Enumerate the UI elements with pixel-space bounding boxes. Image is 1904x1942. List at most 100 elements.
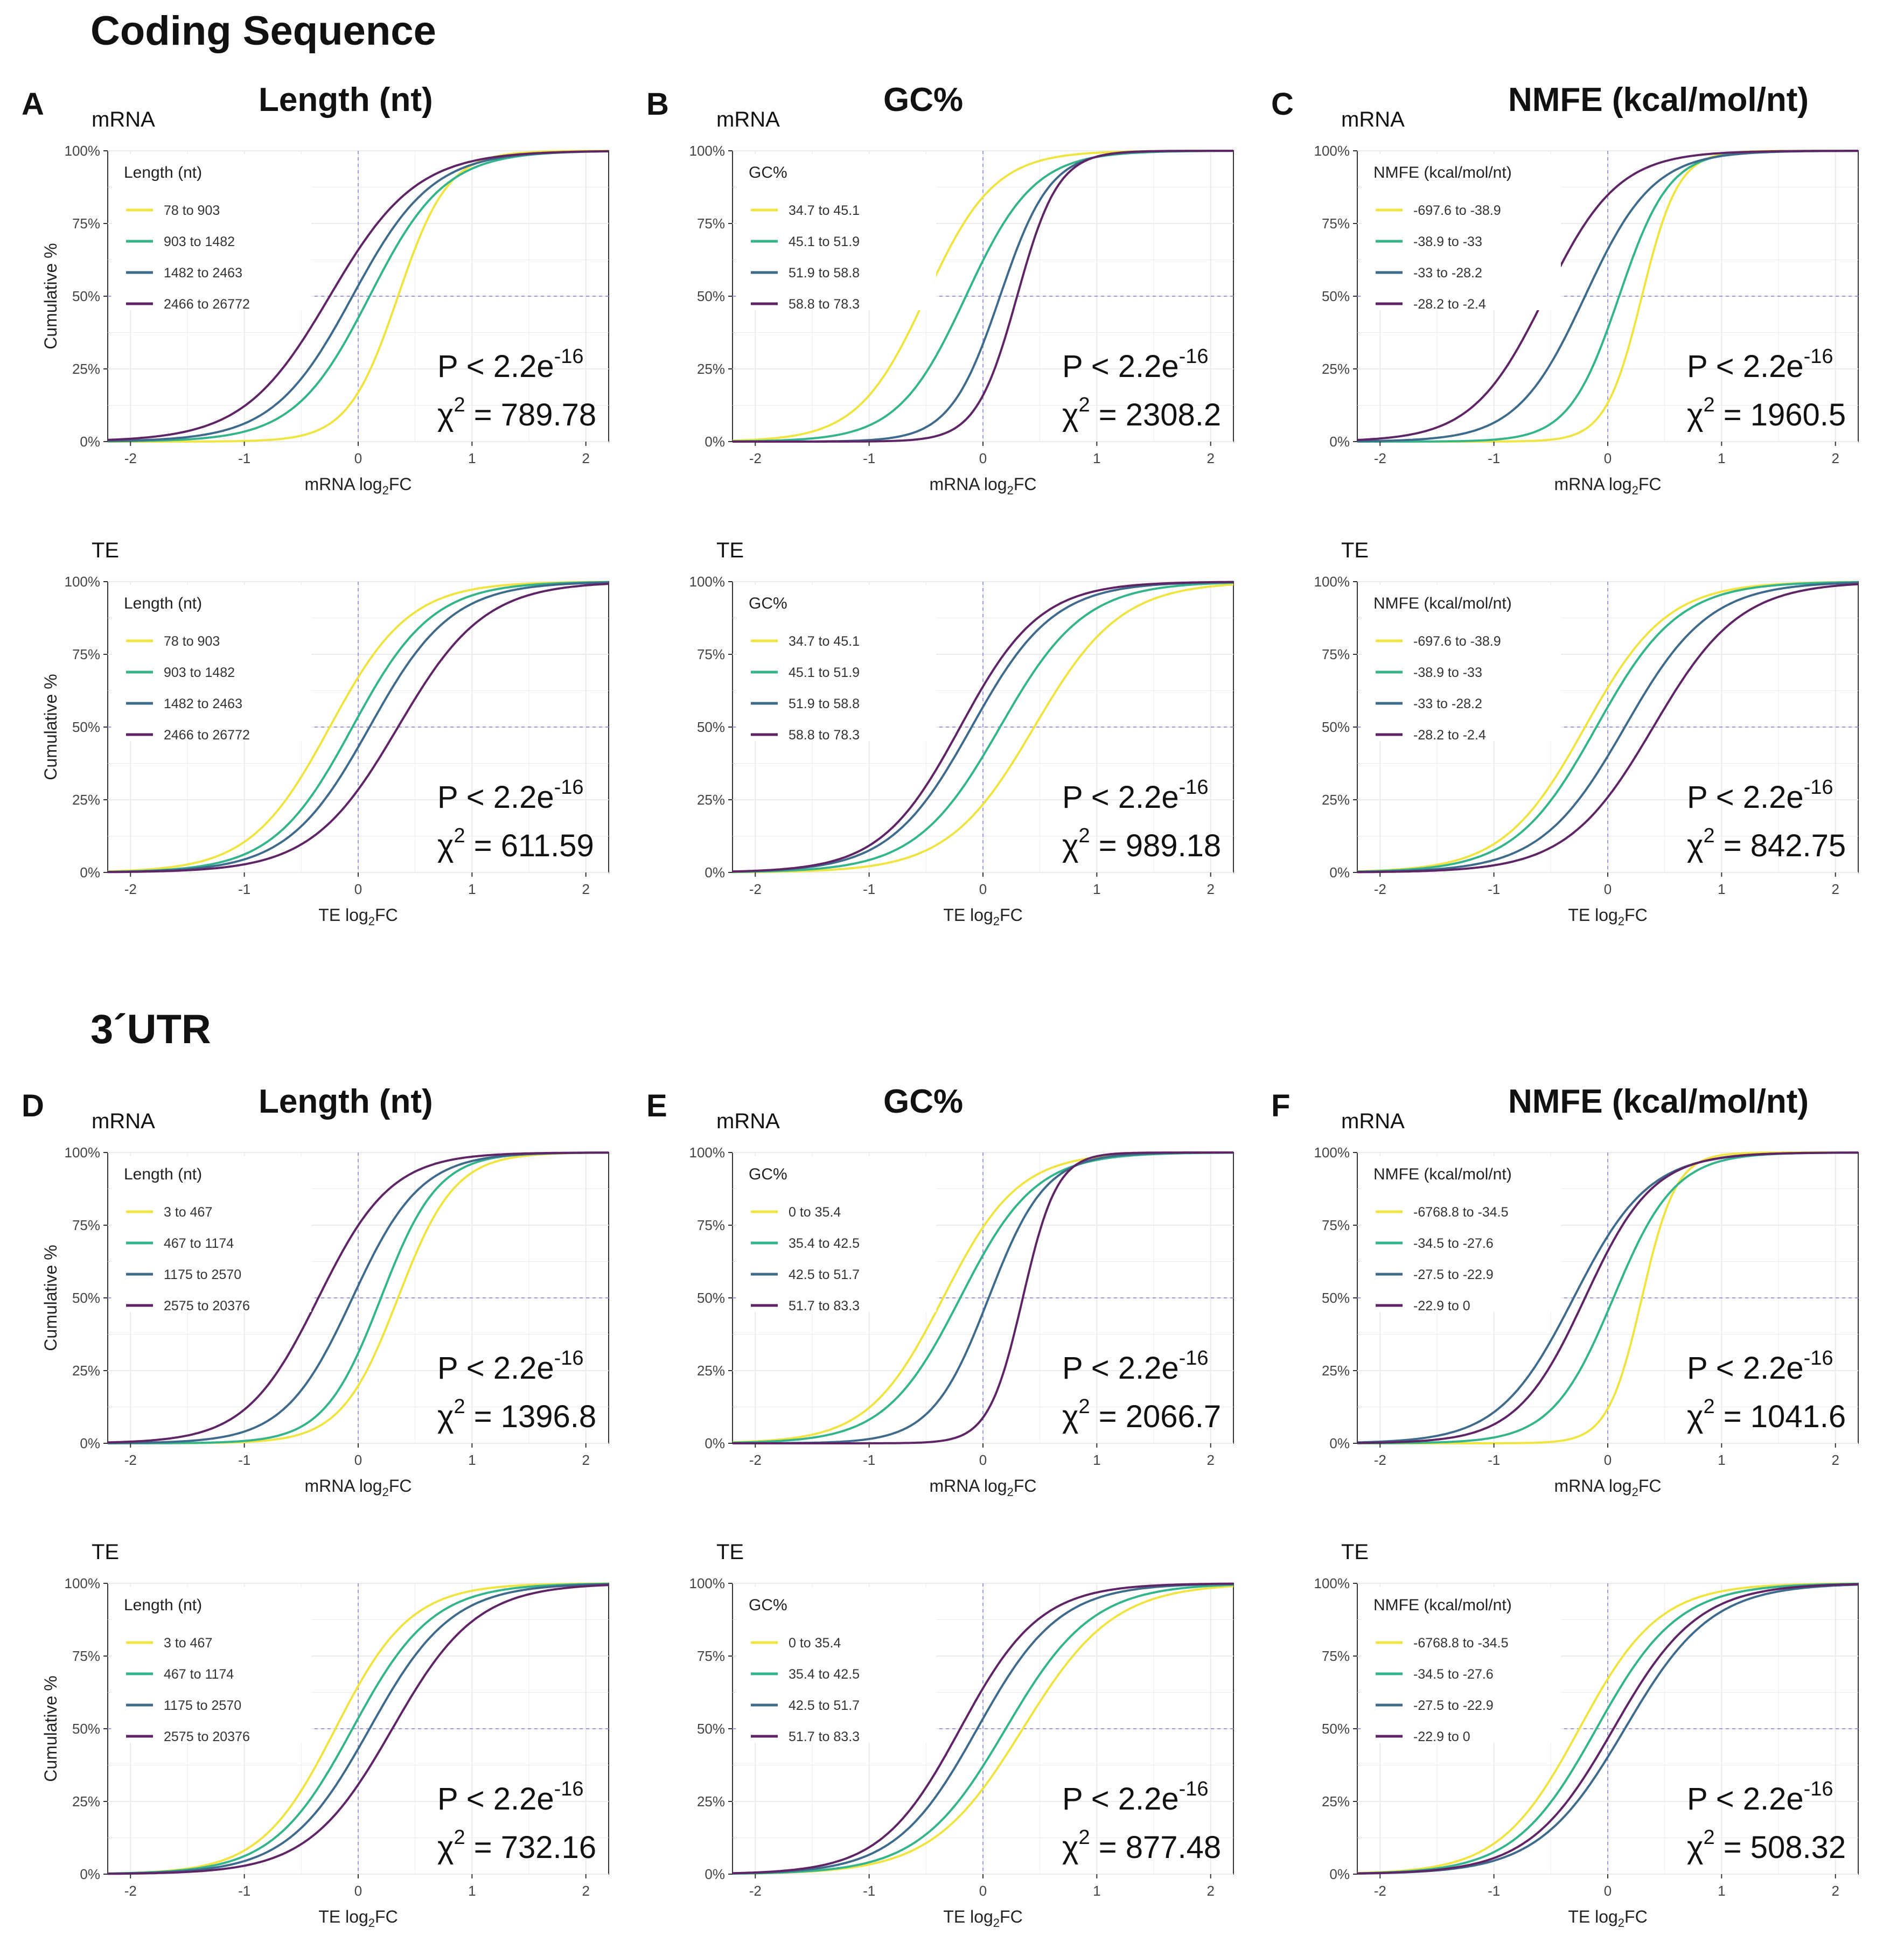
y-tick-label: 100% xyxy=(1314,1144,1350,1161)
y-tick-label: 75% xyxy=(697,1648,725,1664)
y-tick-label: 25% xyxy=(72,792,100,808)
legend-label-4: 58.8 to 78.3 xyxy=(789,297,860,312)
legend-label-2: 467 to 1174 xyxy=(164,1236,234,1251)
series-line-1 xyxy=(107,581,609,872)
legend-title: GC% xyxy=(749,1165,787,1183)
y-tick-label: 75% xyxy=(72,646,100,662)
y-tick-label: 50% xyxy=(72,1721,100,1737)
legend-label-3: 1175 to 2570 xyxy=(164,1698,241,1713)
legend-label-4: 2575 to 20376 xyxy=(164,1298,250,1314)
chi-square-annotation: χ2 = 1960.5 xyxy=(1687,394,1846,432)
y-tick-label: 50% xyxy=(697,1721,725,1737)
x-tick-label: 1 xyxy=(1718,1452,1725,1468)
chart-svg: Length (nt) 3 to 467 467 to 1174 1175 to 25… xyxy=(41,1575,609,1930)
x-tick-label: -2 xyxy=(1374,1883,1386,1899)
p-value-annotation: P < 2.2e-16 xyxy=(437,345,584,384)
legend-title: Length (nt) xyxy=(124,595,202,612)
legend-label-4: -22.9 to 0 xyxy=(1413,1729,1470,1744)
legend: Length (nt) 3 to 467 467 to 1174 1175 to 25… xyxy=(112,1156,311,1314)
x-tick-label: -1 xyxy=(1488,1452,1500,1468)
panel-B-te: TE GC% 34.7 to 45.1 45.1 to 51.9 51.9 to 58.… xyxy=(646,517,1239,928)
y-tick-label: 0% xyxy=(1329,1866,1350,1882)
x-tick-label: -1 xyxy=(863,450,875,466)
x-axis-label: TE log2FC xyxy=(318,1907,397,1930)
chi-square-annotation: χ2 = 989.18 xyxy=(1062,825,1221,863)
y-tick-label: 0% xyxy=(80,864,100,881)
p-value-annotation: P < 2.2e-16 xyxy=(437,776,584,815)
legend-background xyxy=(737,1587,936,1743)
x-tick-label: 2 xyxy=(1831,1883,1839,1899)
y-tick-label: 50% xyxy=(72,288,100,304)
x-tick-label: 0 xyxy=(979,881,987,897)
legend-label-4: 58.8 to 78.3 xyxy=(789,728,860,743)
series-line-3 xyxy=(732,581,1234,873)
chi-square-annotation: χ2 = 2308.2 xyxy=(1062,394,1221,432)
x-tick-label: 2 xyxy=(582,1883,589,1899)
x-tick-label: 2 xyxy=(1831,1452,1839,1468)
y-tick-label: 50% xyxy=(1322,1721,1350,1737)
legend-background xyxy=(737,585,936,741)
legend-title: NMFE (kcal/mol/nt) xyxy=(1373,1596,1512,1614)
legend-background xyxy=(112,1156,311,1312)
x-axis-label: TE log2FC xyxy=(943,1907,1022,1930)
chart-svg: GC% 0 to 35.4 35.4 to 42.5 42.5 to 51.7 51.7… xyxy=(689,1144,1234,1499)
panel-letter: D xyxy=(22,1088,44,1123)
y-tick-label: 25% xyxy=(72,361,100,377)
panel-subtitle: TE xyxy=(92,539,120,562)
x-tick-label: 2 xyxy=(1831,450,1839,466)
y-tick-label: 0% xyxy=(705,434,725,450)
chi-square-annotation: χ2 = 877.48 xyxy=(1062,1826,1221,1865)
series-line-3 xyxy=(1357,582,1859,874)
series-line-4 xyxy=(108,583,609,874)
chi-square-annotation: χ2 = 789.78 xyxy=(437,394,596,432)
chart-svg: NMFE (kcal/mol/nt) -697.6 to -38.9 -38.9 t… xyxy=(1314,574,1859,928)
chart-svg: GC% 34.7 to 45.1 45.1 to 51.9 51.9 to 58.8 5… xyxy=(689,143,1234,497)
y-tick-label: 75% xyxy=(72,1217,100,1233)
legend-label-2: 35.4 to 42.5 xyxy=(789,1667,860,1682)
x-tick-label: 2 xyxy=(1831,881,1839,897)
legend-label-3: -27.5 to -22.9 xyxy=(1413,1267,1494,1282)
x-tick-label: 0 xyxy=(1604,1883,1612,1899)
x-axis-label: mRNA log2FC xyxy=(305,474,412,497)
x-tick-label: -1 xyxy=(863,881,875,897)
legend: NMFE (kcal/mol/nt) -697.6 to -38.9 -38.9 t… xyxy=(1362,154,1561,312)
y-tick-label: 25% xyxy=(697,792,725,808)
legend-label-2: -34.5 to -27.6 xyxy=(1413,1236,1494,1251)
series-line-4 xyxy=(732,1582,1233,1875)
x-tick-label: -2 xyxy=(124,1452,137,1468)
panel-subtitle: TE xyxy=(92,1540,120,1564)
y-tick-label: 0% xyxy=(705,1435,725,1451)
y-tick-label: 25% xyxy=(72,1363,100,1379)
x-tick-label: 2 xyxy=(1206,881,1214,897)
x-tick-label: 2 xyxy=(582,1452,589,1468)
legend-label-4: 2466 to 26772 xyxy=(164,728,250,743)
panel-A-mrna: A Length (nt) mRNA Length (nt) 78 to 903 90… xyxy=(22,81,614,497)
y-tick-label: 0% xyxy=(1329,1435,1350,1451)
y-tick-label: 100% xyxy=(1314,143,1350,159)
legend: NMFE (kcal/mol/nt) -6768.8 to -34.5 -34.5 … xyxy=(1362,1156,1561,1314)
y-tick-label: 75% xyxy=(72,1648,100,1664)
y-tick-label: 50% xyxy=(1322,288,1350,304)
p-value-annotation: P < 2.2e-16 xyxy=(1062,776,1209,815)
legend-label-1: -697.6 to -38.9 xyxy=(1413,203,1501,218)
legend-label-3: 1175 to 2570 xyxy=(164,1267,241,1282)
legend-label-3: 51.9 to 58.8 xyxy=(789,696,860,711)
series-line-4 xyxy=(107,1584,609,1875)
x-tick-label: 0 xyxy=(354,450,362,466)
legend-title: NMFE (kcal/mol/nt) xyxy=(1373,595,1512,612)
series-line-2 xyxy=(732,582,1234,874)
y-axis-label: Cumulative % xyxy=(41,243,60,349)
x-tick-label: 2 xyxy=(582,881,589,897)
y-tick-label: 50% xyxy=(1322,1290,1350,1306)
p-value-annotation: P < 2.2e-16 xyxy=(1062,1347,1209,1386)
series-line-1 xyxy=(108,150,609,443)
y-tick-label: 0% xyxy=(80,1866,100,1882)
legend-label-2: 45.1 to 51.9 xyxy=(789,234,860,249)
legend: Length (nt) 78 to 903 903 to 1482 1482 to 2… xyxy=(112,585,311,743)
chart-svg: NMFE (kcal/mol/nt) -697.6 to -38.9 -38.9 t… xyxy=(1314,143,1859,497)
legend-label-2: -38.9 to -33 xyxy=(1413,234,1482,249)
panel-title: NMFE (kcal/mol/nt) xyxy=(1508,81,1809,118)
p-value-annotation: P < 2.2e-16 xyxy=(1687,345,1833,384)
y-tick-label: 100% xyxy=(689,143,726,159)
x-tick-label: -1 xyxy=(238,450,250,466)
